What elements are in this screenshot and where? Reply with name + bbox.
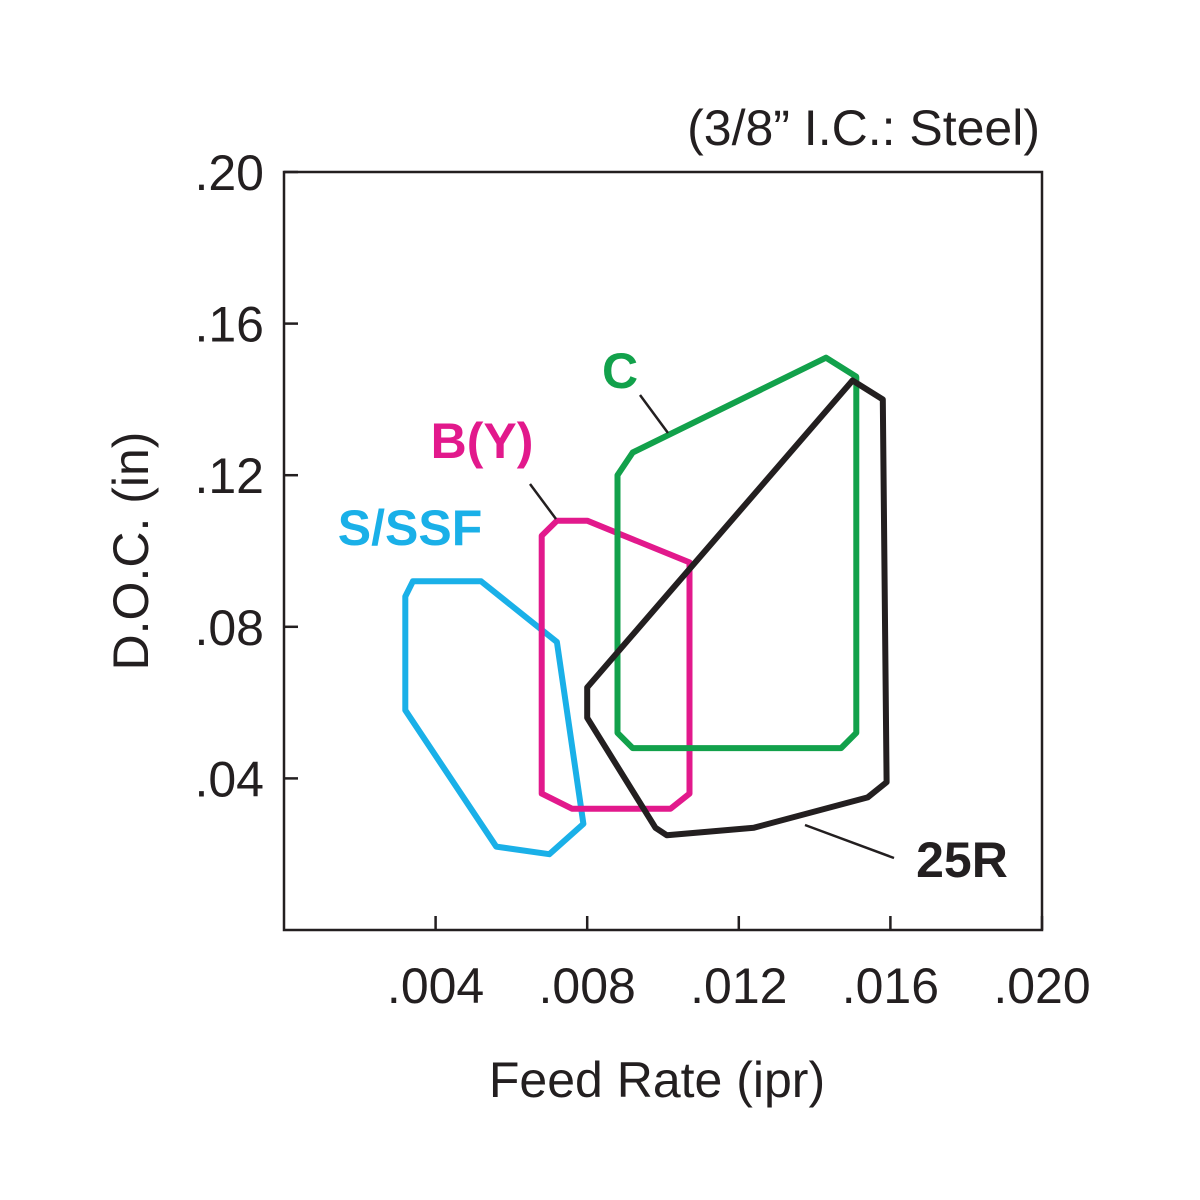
y-tick-label: .12 <box>194 448 264 504</box>
x-tick-label: .012 <box>690 958 787 1014</box>
y-tick-label: .20 <box>194 145 264 201</box>
chart-note: (3/8” I.C.: Steel) <box>687 100 1040 156</box>
regions <box>402 354 890 858</box>
region-s-ssf <box>402 578 587 858</box>
y-tick-label: .04 <box>194 751 264 807</box>
leader-line-by <box>528 483 558 520</box>
y-tick-label: .08 <box>194 600 264 656</box>
x-tick-label: .020 <box>993 958 1090 1014</box>
x-tick-label: .016 <box>842 958 939 1014</box>
region-label-25r: 25R <box>916 832 1008 888</box>
leader-line-25r <box>804 823 895 860</box>
region-label-sssf: S/SSF <box>338 500 482 556</box>
region-label-c: C <box>602 343 638 399</box>
x-tick-label: .004 <box>387 958 484 1014</box>
region-label-by: B(Y) <box>431 413 534 469</box>
region-c <box>614 354 860 752</box>
region-b-y <box>538 517 693 812</box>
plot-frame <box>282 170 1044 932</box>
x-tick-label: .008 <box>539 958 636 1014</box>
region-25r <box>584 377 890 839</box>
y-tick-label: .16 <box>194 297 264 353</box>
x-axis-title: Feed Rate (ipr) <box>489 1052 825 1108</box>
leader-line-c <box>638 394 670 434</box>
y-axis-title: D.O.C. (in) <box>103 432 159 671</box>
axis-ticks: .004 .008 .012 .016 .020 .04 .08 .12 .16 .20 <box>194 145 1090 1014</box>
